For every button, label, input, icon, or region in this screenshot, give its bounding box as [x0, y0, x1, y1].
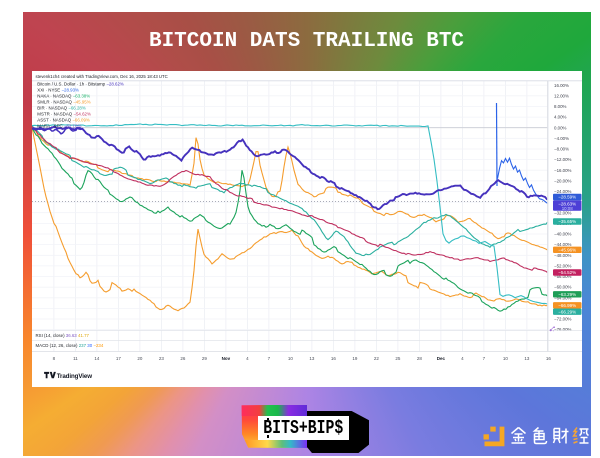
svg-text:4.00%: 4.00%: [554, 115, 567, 120]
svg-text:−4.00%: −4.00%: [554, 136, 569, 141]
svg-text:8: 8: [52, 356, 55, 361]
svg-text:−44.00%: −44.00%: [554, 242, 572, 247]
svg-text:−64.00%: −64.00%: [554, 295, 572, 300]
svg-text:stevenk1ch4 created with Tradi: stevenk1ch4 created with TradingView.com…: [35, 74, 167, 79]
svg-text:−35.65%: −35.65%: [558, 219, 576, 224]
svg-text:4: 4: [246, 356, 249, 361]
svg-text:17: 17: [115, 356, 121, 361]
svg-text:−24.00%: −24.00%: [554, 189, 572, 194]
svg-text:BIR · NASDAQ −66.28%: BIR · NASDAQ −66.28%: [37, 106, 86, 111]
svg-text:25: 25: [395, 356, 401, 361]
svg-text:−48.00%: −48.00%: [554, 253, 572, 258]
svg-text:−20.00%: −20.00%: [554, 178, 572, 183]
svg-text:−16.00%: −16.00%: [554, 168, 572, 173]
svg-text:4: 4: [461, 356, 464, 361]
svg-text:12.00%: 12.00%: [554, 93, 569, 98]
svg-text:16: 16: [330, 356, 336, 361]
svg-text:ASST · NASDAQ −66.09%: ASST · NASDAQ −66.09%: [37, 118, 90, 123]
svg-text:XXI · NYSE −28.93%: XXI · NYSE −28.93%: [37, 87, 79, 92]
svg-text:16.00%: 16.00%: [554, 83, 569, 88]
svg-text:−76.00%: −76.00%: [554, 327, 572, 332]
svg-text:−32.00%: −32.00%: [554, 210, 572, 215]
svg-text:−54.52%: −54.52%: [558, 270, 576, 275]
svg-text:16: 16: [545, 356, 551, 361]
svg-text:20: 20: [137, 356, 143, 361]
svg-text:−63.29%: −63.29%: [558, 292, 576, 297]
svg-text:23: 23: [158, 356, 164, 361]
svg-text:Bitcoin / U.S. Dollar · 1h · B: Bitcoin / U.S. Dollar · 1h · Bitstamp −2…: [37, 81, 124, 86]
svg-text:−52.00%: −52.00%: [554, 264, 572, 269]
svg-text:−28.63%: −28.63%: [558, 201, 576, 206]
svg-text:TradingView: TradingView: [56, 373, 92, 380]
svg-text:7: 7: [267, 356, 270, 361]
svg-text:10: 10: [287, 356, 293, 361]
svg-text:29: 29: [201, 356, 207, 361]
svg-text:7: 7: [482, 356, 485, 361]
svg-text:−56.00%: −56.00%: [554, 274, 572, 279]
svg-text:26: 26: [180, 356, 186, 361]
svg-text:SMLR · NASDAQ −45.95%: SMLR · NASDAQ −45.95%: [37, 100, 90, 105]
svg-text:MARA · SPC −62.10%: MARA · SPC −62.10%: [37, 124, 81, 129]
svg-text:0.00%: 0.00%: [554, 125, 567, 130]
svg-text:13: 13: [309, 356, 315, 361]
svg-text:−45.96%: −45.96%: [558, 248, 576, 253]
svg-text:−72.00%: −72.00%: [554, 317, 572, 322]
svg-text:−12.00%: −12.00%: [554, 157, 572, 162]
svg-text:13: 13: [524, 356, 530, 361]
svg-text:−60.00%: −60.00%: [554, 285, 572, 290]
svg-text:−66.99%: −66.99%: [558, 303, 576, 308]
svg-text:19: 19: [352, 356, 358, 361]
svg-text:−40.00%: −40.00%: [554, 232, 572, 237]
svg-text:Nov: Nov: [221, 356, 230, 361]
svg-text:RSI (14, close) 36.63 41.77: RSI (14, close) 36.63 41.77: [35, 333, 89, 338]
svg-text:10: 10: [502, 356, 508, 361]
svg-text:8.00%: 8.00%: [554, 104, 567, 109]
svg-text:22: 22: [373, 356, 379, 361]
svg-text:Dec: Dec: [436, 356, 445, 361]
svg-text:14: 14: [94, 356, 100, 361]
svg-text:28: 28: [416, 356, 422, 361]
svg-text:10:08: 10:08: [561, 206, 573, 211]
svg-text:−66.29%: −66.29%: [558, 309, 576, 314]
svg-text:MACD (12, 26, close) 237 30 −2: MACD (12, 26, close) 237 30 −234: [35, 343, 103, 348]
svg-text:11: 11: [73, 356, 78, 361]
svg-text:−28.59%: −28.59%: [558, 195, 576, 200]
svg-text:MSTR · NASDAQ −54.62%: MSTR · NASDAQ −54.62%: [37, 112, 91, 117]
svg-text:NAKA · NASDAQ −63.38%: NAKA · NASDAQ −63.38%: [37, 94, 90, 99]
svg-text:−8.00%: −8.00%: [554, 147, 569, 152]
